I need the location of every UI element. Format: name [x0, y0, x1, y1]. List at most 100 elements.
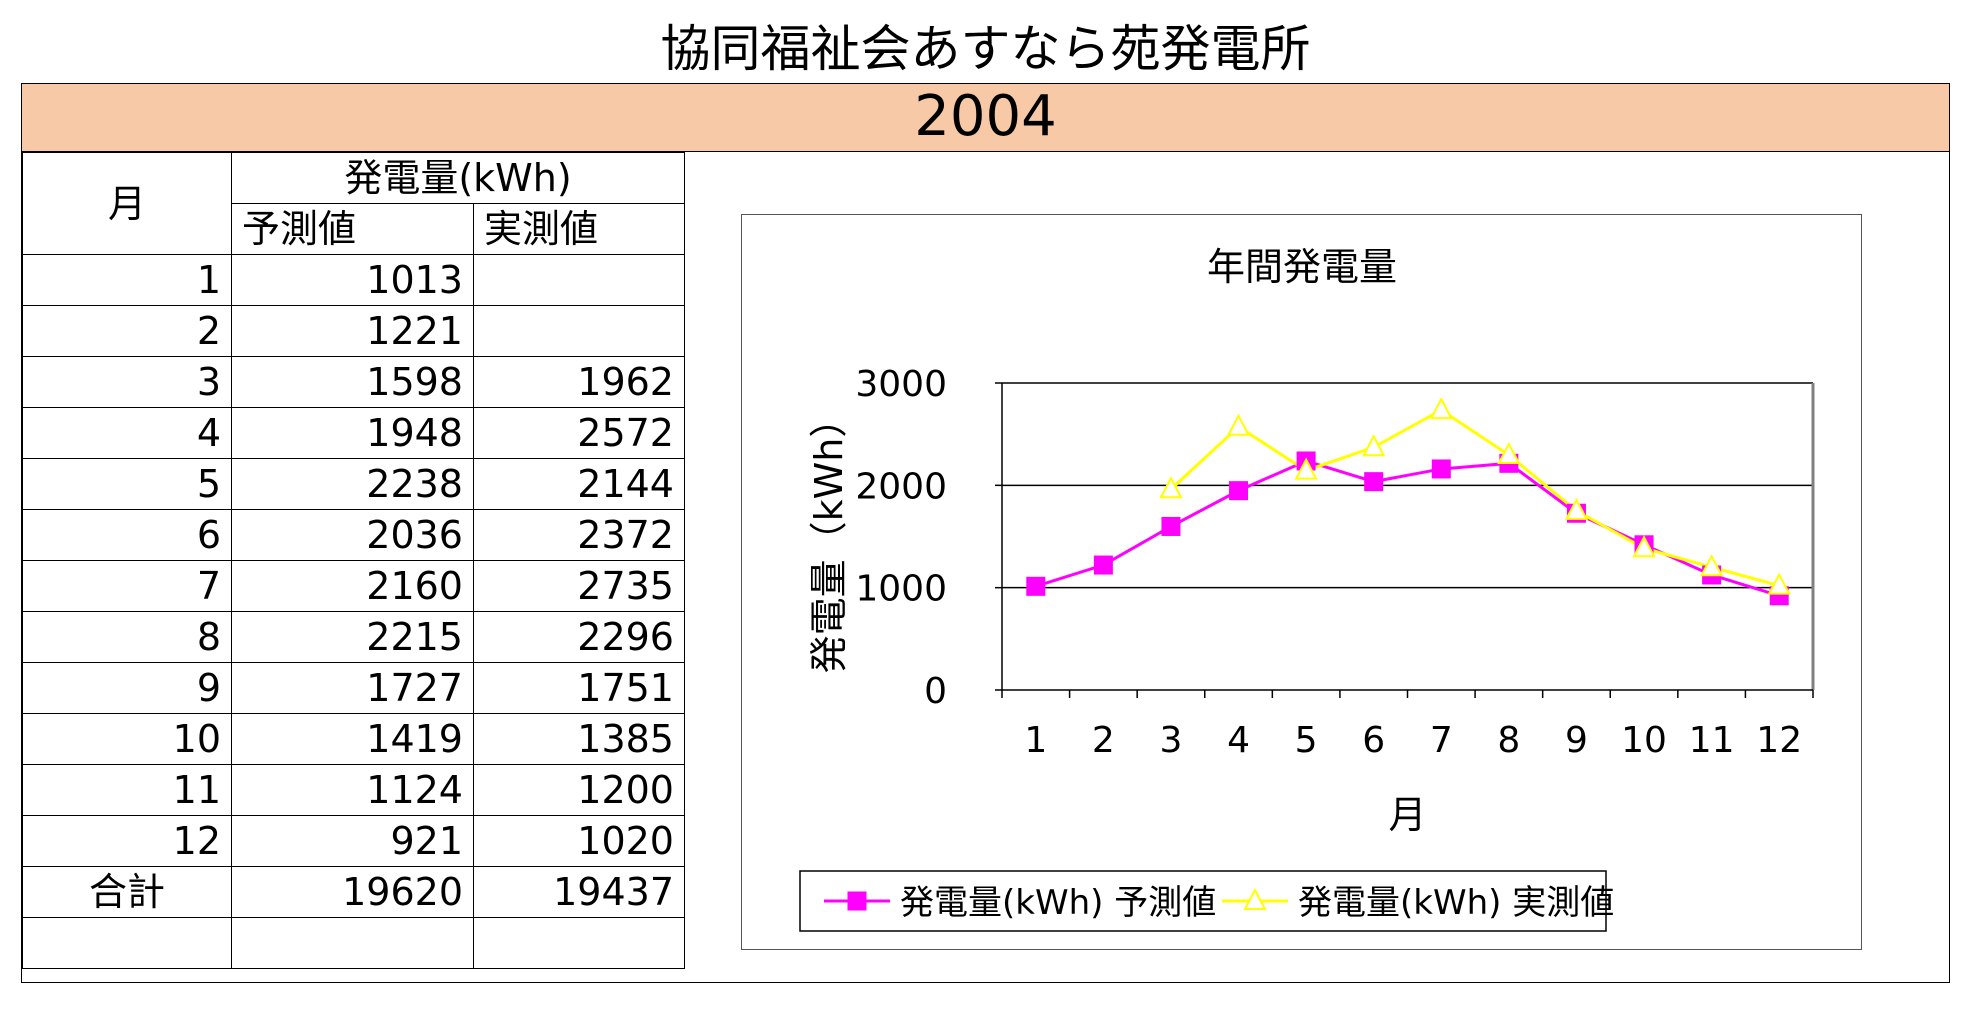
month-cell: 8 — [22, 611, 232, 663]
actual-point — [1767, 572, 1791, 595]
table-row: 11 1124 1200 — [22, 764, 685, 816]
table-row: 8 2215 2296 — [22, 611, 685, 663]
table-row: 1 1013 — [22, 254, 685, 306]
pred-cell: 2036 — [231, 509, 474, 561]
year-band: 2004 — [22, 84, 1949, 152]
series-line-pred — [1035, 459, 1780, 598]
actual-point — [1159, 476, 1183, 499]
actual-point — [1497, 441, 1521, 465]
actual-cell — [473, 305, 685, 357]
actual-cell: 2372 — [473, 509, 685, 561]
month-cell: 3 — [22, 356, 232, 408]
empty-cell — [231, 917, 474, 969]
x-tick-label: 3 — [1160, 720, 1183, 761]
month-cell: 11 — [22, 764, 232, 816]
pred-cell: 2238 — [231, 458, 474, 510]
actual-point — [1632, 535, 1656, 558]
legend-marker — [847, 891, 867, 911]
empty-row — [22, 917, 685, 969]
month-cell: 4 — [22, 407, 232, 459]
x-tick-label: 6 — [1362, 720, 1385, 761]
total-pred-cell: 19620 — [231, 866, 474, 918]
actual-cell: 1200 — [473, 764, 685, 816]
series-line-actual — [1169, 408, 1780, 588]
y-tick-label: 2000 — [855, 466, 947, 507]
actual-cell: 1020 — [473, 815, 685, 867]
chart-title: 年間発電量 — [1207, 245, 1397, 289]
legend-label: 発電量(kWh) 実測値 — [1298, 883, 1614, 923]
pred-point — [1229, 481, 1249, 501]
actual-cell: 2572 — [473, 407, 685, 459]
y-tick-label: 1000 — [855, 569, 947, 610]
empty-cell — [473, 917, 685, 969]
actual-point — [1564, 497, 1589, 520]
x-tick-label: 11 — [1689, 720, 1735, 761]
actual-header: 実測値 — [473, 203, 685, 255]
x-tick-label: 2 — [1092, 720, 1115, 761]
table-row: 3 1598 1962 — [22, 356, 685, 408]
x-tick-label: 5 — [1295, 720, 1318, 761]
table-row: 5 2238 2144 — [22, 458, 685, 510]
pred-cell: 1598 — [231, 356, 474, 408]
month-cell: 5 — [22, 458, 232, 510]
pred-point — [1026, 576, 1046, 596]
pred-cell: 2215 — [231, 611, 474, 663]
total-row: 合計 19620 19437 — [22, 866, 685, 918]
report-frame: 2004 月 発電量(kWh) 予測値 実測値 1 1013 2 1221 3 1598 1… — [21, 83, 1950, 983]
x-tick-label: 10 — [1621, 720, 1667, 761]
pred-cell: 1013 — [231, 254, 474, 306]
empty-cell — [22, 917, 232, 969]
actual-point — [1699, 554, 1724, 577]
page-title: 協同福祉会あすなら苑発電所 — [660, 20, 1311, 78]
y-tick-label: 0 — [924, 671, 947, 712]
month-cell: 10 — [22, 713, 232, 765]
x-tick-label: 9 — [1565, 720, 1588, 761]
table-row: 10 1419 1385 — [22, 713, 685, 765]
pred-point — [1364, 472, 1384, 492]
table-row: 6 2036 2372 — [22, 509, 685, 561]
total-label: 合計 — [22, 866, 232, 918]
generation-header: 発電量(kWh) — [231, 152, 685, 204]
actual-cell: 1962 — [473, 356, 685, 408]
actual-cell: 2735 — [473, 560, 685, 612]
table-header-row-2: 予測値 実測値 — [23, 203, 685, 255]
table-header-row-1: 月 発電量(kWh) — [22, 152, 685, 255]
total-actual-cell: 19437 — [473, 866, 685, 918]
x-tick-label: 1 — [1024, 720, 1047, 761]
pred-point — [1093, 555, 1113, 575]
pred-point — [1161, 516, 1181, 536]
pred-cell: 1727 — [231, 662, 474, 714]
month-cell: 7 — [22, 560, 232, 612]
x-tick-label: 8 — [1497, 720, 1520, 761]
pred-header: 予測値 — [231, 203, 474, 255]
table-row: 2 1221 — [22, 305, 685, 357]
legend-label: 発電量(kWh) 予測値 — [900, 883, 1216, 923]
actual-cell — [473, 254, 685, 306]
actual-point — [1429, 396, 1453, 420]
x-tick-label: 12 — [1756, 720, 1802, 761]
actual-point — [1362, 434, 1386, 457]
actual-cell: 2296 — [473, 611, 685, 663]
actual-cell: 1751 — [473, 662, 685, 714]
y-axis-label: 発電量（kWh） — [807, 400, 851, 674]
month-cell: 9 — [22, 662, 232, 714]
actual-point — [1294, 457, 1318, 480]
chart-area: 年間発電量 0 1000 2000 3000 1 2 3 4 5 6 7 8 9 10 11 12 月発電量（kW… — [741, 214, 1862, 950]
legend-box — [799, 870, 1607, 932]
month-cell: 1 — [22, 254, 232, 306]
pred-cell: 921 — [231, 815, 474, 867]
actual-point — [1226, 413, 1251, 436]
legend-marker — [1243, 887, 1267, 910]
plot-area — [1002, 383, 1813, 690]
pred-cell: 1948 — [231, 407, 474, 459]
month-cell: 2 — [22, 305, 232, 357]
month-cell: 6 — [22, 509, 232, 561]
table-row: 12 921 1020 — [22, 815, 685, 867]
pred-point — [1431, 459, 1451, 479]
x-axis-label: 月 — [1388, 793, 1426, 837]
pred-cell: 1221 — [231, 305, 474, 357]
x-tick-label: 7 — [1430, 720, 1453, 761]
pred-cell: 1124 — [231, 764, 474, 816]
x-tick-label: 4 — [1227, 720, 1250, 761]
